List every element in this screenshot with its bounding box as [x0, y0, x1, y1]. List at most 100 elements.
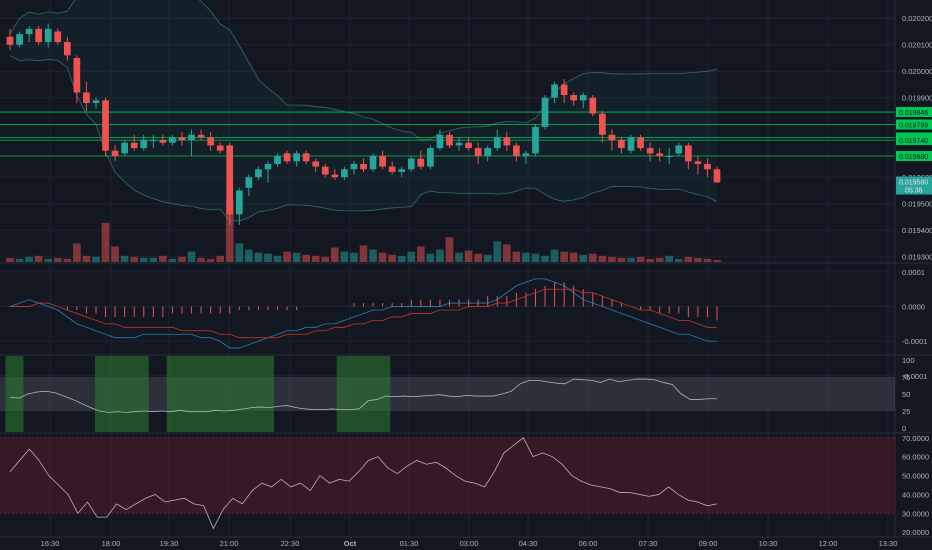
volume-bar [25, 256, 33, 262]
time-tick-label: 04:30 [519, 539, 538, 548]
candle-body [493, 137, 501, 149]
candle-body [149, 140, 157, 142]
rsi-tick-label: 100 [902, 356, 915, 365]
bollinger-lower [9, 54, 718, 222]
volume-bar [111, 246, 119, 262]
candle-body [541, 97, 549, 127]
volume-bar [407, 251, 416, 262]
candle-body [73, 57, 81, 93]
candle-body [532, 126, 539, 154]
volume-bar [608, 256, 616, 262]
candle-body [255, 169, 262, 178]
volume-bar [311, 255, 320, 262]
volume-bar [522, 252, 530, 262]
volume-bar [73, 243, 81, 262]
candle-body [159, 140, 167, 143]
candle-body [130, 142, 138, 149]
rsi-tick-label: 25 [902, 407, 910, 416]
candle-body [6, 36, 14, 45]
time-axis[interactable]: 16:30 18:00 19:30 21:00 22:30 Oct 01:30 03:00 04… [41, 539, 898, 548]
candle-body [188, 134, 195, 141]
volume-bar [588, 253, 597, 262]
candle-body [331, 174, 339, 178]
volume-bar [388, 254, 396, 262]
rsi-highlight [95, 356, 149, 432]
time-tick-label: 12:00 [819, 539, 838, 548]
candle-body [197, 134, 205, 138]
candle-body [503, 137, 511, 146]
volume-bar [541, 255, 549, 262]
candle-body [216, 145, 224, 151]
time-tick-label: 16:30 [41, 539, 60, 548]
volume-bar [216, 255, 225, 262]
volume-bar [627, 257, 635, 262]
candle-body [293, 153, 300, 162]
volume-bar [359, 245, 368, 262]
level-tag-label: 0.019846 [899, 110, 928, 117]
time-tick-label: 07:30 [639, 539, 658, 548]
price-tick-label: 0.019300 [902, 253, 932, 262]
last-price-tag [896, 176, 932, 195]
volume-bar [350, 252, 358, 262]
candle-body [560, 84, 568, 96]
stoch-band [0, 437, 895, 514]
volume-bar [225, 200, 234, 262]
candle-body [360, 163, 367, 170]
last-price-label: 0.019580 [899, 180, 928, 187]
rsi-highlight [184, 356, 275, 432]
candle-body [92, 100, 100, 104]
volume-bar [340, 251, 349, 262]
stoch-tick-label: 60.0000 [902, 453, 929, 462]
candle-body [54, 31, 62, 43]
price-axis[interactable]: 0.0202000.0201000.0200000.0199000.019600… [896, 14, 932, 537]
volume-bar [6, 257, 14, 262]
time-tick-label: Oct [344, 539, 357, 548]
candle-body [455, 142, 463, 146]
candle-body [102, 100, 109, 151]
volume-bar [82, 255, 91, 262]
rsi-panel[interactable] [0, 356, 895, 432]
macd-panel[interactable] [9, 278, 718, 349]
volume-bar [665, 255, 674, 262]
volume-bar [292, 252, 301, 262]
volume-bar [378, 252, 387, 262]
candle-body [369, 156, 377, 170]
candle-body [684, 145, 692, 162]
volume-bar [321, 256, 330, 262]
level-tag-label: 0.019799 [899, 122, 928, 129]
candle-body [398, 169, 406, 172]
candle-body [608, 134, 616, 141]
candle-body [274, 156, 281, 164]
price-tick-label: 0.020000 [902, 67, 932, 76]
price-tick-label: 0.019400 [902, 226, 932, 235]
volume-bar [206, 258, 215, 262]
stoch-panel[interactable] [0, 437, 895, 530]
volume-bar [331, 247, 339, 262]
volume-bar [34, 255, 43, 262]
candle-body [341, 169, 348, 178]
volume-bar [187, 251, 196, 262]
volume-bar [273, 255, 282, 262]
volume-bar [483, 254, 492, 262]
time-tick-label: 03:00 [460, 539, 479, 548]
volume-panel [6, 200, 721, 262]
volume-bar [139, 257, 148, 262]
price-panel[interactable] [0, 0, 895, 225]
candle-body [675, 145, 683, 154]
volume-bar [694, 257, 702, 262]
macd-line [9, 278, 717, 349]
time-tick-label: 18:00 [102, 539, 121, 548]
volume-bar [53, 257, 62, 262]
candle-body [579, 95, 587, 101]
candle-body [551, 84, 558, 98]
time-tick-label: 22:30 [281, 539, 300, 548]
macd-signal-line [10, 288, 717, 339]
volume-bar [684, 256, 693, 262]
candle-body [350, 163, 358, 170]
volume-bar [579, 254, 588, 262]
candle-body [704, 163, 711, 170]
volume-bar [674, 258, 683, 262]
volume-bar [445, 237, 454, 262]
